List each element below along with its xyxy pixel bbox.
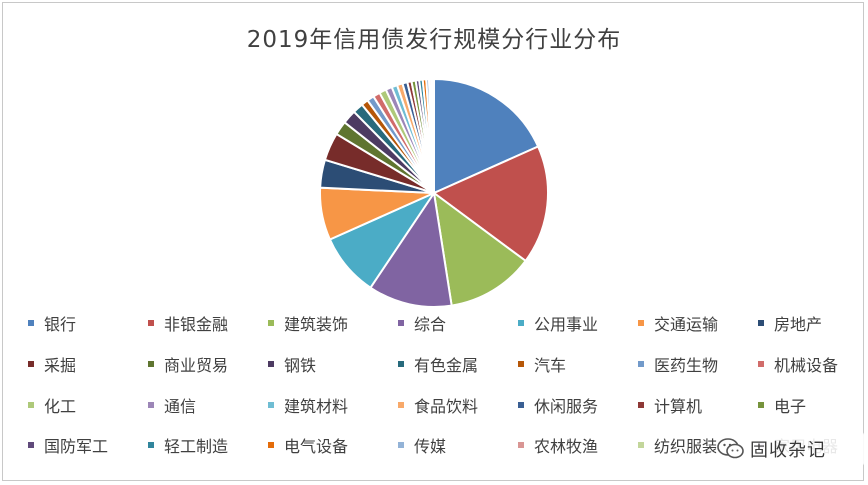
legend-item: 有色金属 <box>398 349 478 379</box>
legend-label: 建筑装饰 <box>284 315 349 334</box>
legend-swatch <box>28 442 34 448</box>
legend-item: 电气设备 <box>268 430 348 460</box>
legend-label: 非银金融 <box>164 315 229 334</box>
legend-item: 通信 <box>148 390 196 420</box>
legend-swatch <box>148 402 154 408</box>
legend-item: 电子 <box>758 390 806 420</box>
legend-item: 国防军工 <box>28 430 108 460</box>
legend-swatch <box>148 442 154 448</box>
legend-label: 房地产 <box>774 315 823 334</box>
legend-item: 银行 <box>28 308 76 338</box>
legend-swatch <box>268 320 274 326</box>
pie-slice-3 <box>369 190 453 308</box>
pie-slice-1 <box>432 145 549 263</box>
legend-swatch <box>268 442 274 448</box>
legend-item: 纺织服装 <box>638 430 718 460</box>
legend-item: 公用事业 <box>518 308 598 338</box>
legend-item: 建筑材料 <box>268 390 348 420</box>
legend-item: 采掘 <box>28 349 76 379</box>
wechat-icon <box>717 438 744 459</box>
legend-swatch <box>148 361 154 367</box>
legend-label: 综合 <box>414 315 447 334</box>
legend-item: 休闲服务 <box>518 390 598 420</box>
legend-label: 有色金属 <box>414 356 479 375</box>
legend-swatch <box>398 361 404 367</box>
legend-swatch <box>638 402 644 408</box>
legend-item: 房地产 <box>758 308 822 338</box>
watermark: 固收杂记 <box>716 432 864 466</box>
legend-swatch <box>758 361 764 367</box>
legend-label: 化工 <box>44 397 77 416</box>
legend-label: 公用事业 <box>534 315 599 334</box>
legend-swatch <box>28 402 34 408</box>
legend-swatch <box>398 320 404 326</box>
legend-swatch <box>758 402 764 408</box>
legend-swatch <box>638 320 644 326</box>
legend-item: 化工 <box>28 390 76 420</box>
legend-swatch <box>638 361 644 367</box>
legend-item: 综合 <box>398 308 446 338</box>
legend-item: 建筑装饰 <box>268 308 348 338</box>
legend-label: 传媒 <box>414 437 447 456</box>
legend-label: 商业贸易 <box>164 356 229 375</box>
legend-swatch <box>268 361 274 367</box>
legend-item: 商业贸易 <box>148 349 228 379</box>
legend-label: 电子 <box>774 397 807 416</box>
legend-swatch <box>638 442 644 448</box>
legend-item: 交通运输 <box>638 308 718 338</box>
chart-title: 2019年信用债发行规模分行业分布 <box>246 27 622 53</box>
legend-label: 通信 <box>164 397 197 416</box>
legend-item: 机械设备 <box>758 349 838 379</box>
pie-slice-2 <box>432 190 527 307</box>
legend-swatch <box>398 442 404 448</box>
legend-item: 钢铁 <box>268 349 316 379</box>
legend-item: 农林牧渔 <box>518 430 598 460</box>
legend-label: 轻工制造 <box>164 437 229 456</box>
legend-item: 食品饮料 <box>398 390 478 420</box>
legend-item: 传媒 <box>398 430 446 460</box>
pie-slice-27 <box>431 77 435 194</box>
legend-item: 非银金融 <box>148 308 228 338</box>
legend-swatch <box>518 442 524 448</box>
pie-slice-0 <box>433 77 540 195</box>
legend-item: 轻工制造 <box>148 430 228 460</box>
legend-label: 农林牧渔 <box>534 437 599 456</box>
legend-label: 银行 <box>44 315 77 334</box>
legend-label: 交通运输 <box>654 315 719 334</box>
legend-swatch <box>28 361 34 367</box>
legend-swatch <box>268 402 274 408</box>
legend-label: 医药生物 <box>654 356 719 375</box>
legend-label: 建筑材料 <box>284 397 349 416</box>
legend-swatch <box>398 402 404 408</box>
legend-item: 医药生物 <box>638 349 718 379</box>
legend-label: 计算机 <box>654 397 703 416</box>
legend-swatch <box>758 320 764 326</box>
legend-swatch <box>28 320 34 326</box>
legend-swatch <box>518 402 524 408</box>
legend-label: 国防军工 <box>44 437 109 456</box>
legend-label: 食品饮料 <box>414 397 479 416</box>
legend-item: 计算机 <box>638 390 702 420</box>
legend-swatch <box>518 361 524 367</box>
legend-swatch <box>148 320 154 326</box>
legend-label: 电气设备 <box>284 437 349 456</box>
watermark-text: 固收杂记 <box>750 440 826 461</box>
legend-label: 纺织服装 <box>654 437 719 456</box>
legend-label: 机械设备 <box>774 356 839 375</box>
legend-swatch <box>518 320 524 326</box>
legend-label: 休闲服务 <box>534 397 599 416</box>
legend-label: 汽车 <box>534 356 567 375</box>
legend-item: 汽车 <box>518 349 566 379</box>
legend-label: 采掘 <box>44 356 77 375</box>
legend-label: 钢铁 <box>284 356 317 375</box>
